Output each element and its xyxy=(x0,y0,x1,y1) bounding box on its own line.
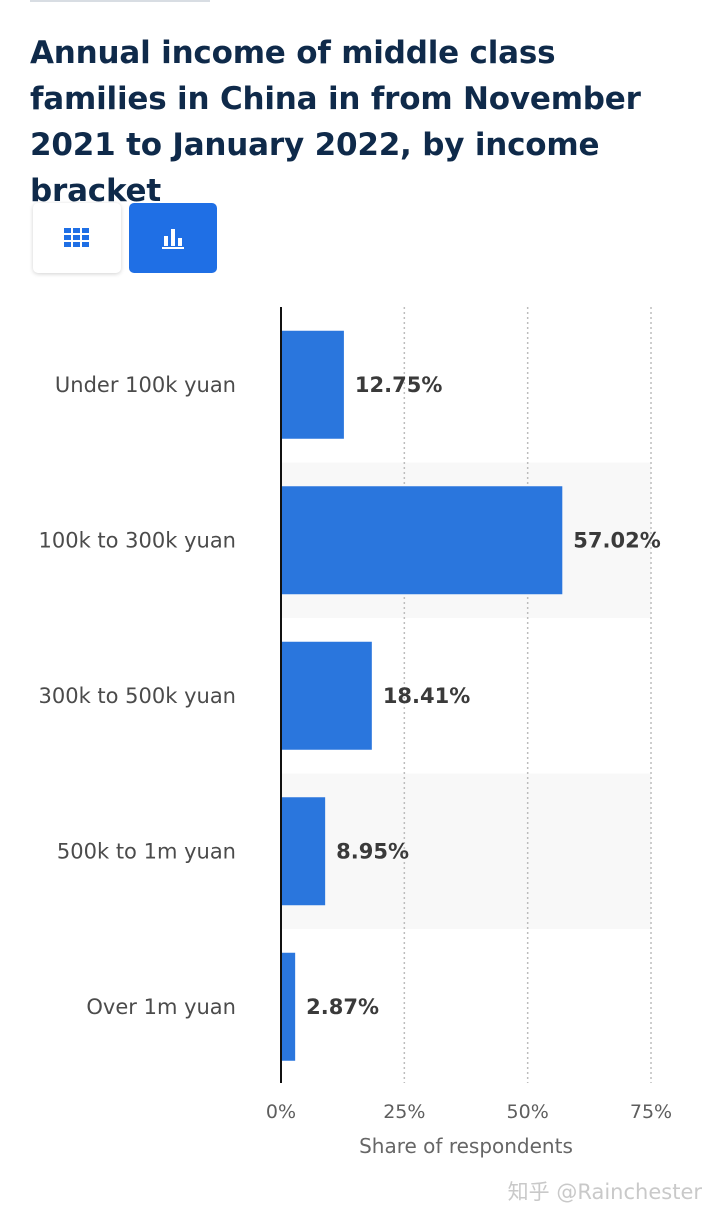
category-label: Under 100k yuan xyxy=(55,373,236,397)
category-label: 300k to 500k yuan xyxy=(38,684,236,708)
bar[interactable] xyxy=(281,952,296,1061)
table-grid-icon xyxy=(64,228,89,247)
x-tick-label: 50% xyxy=(507,1101,549,1123)
bar[interactable] xyxy=(281,486,563,595)
table-view-button[interactable] xyxy=(33,203,121,273)
x-axis-title: Share of respondents xyxy=(359,1134,573,1158)
category-label: 500k to 1m yuan xyxy=(57,839,236,863)
value-label: 8.95% xyxy=(336,839,409,863)
value-label: 57.02% xyxy=(573,528,660,552)
value-label: 18.41% xyxy=(383,684,470,708)
x-tick-label: 0% xyxy=(266,1101,296,1123)
top-divider xyxy=(30,0,210,2)
view-toggle xyxy=(33,203,217,273)
category-label: Over 1m yuan xyxy=(86,995,236,1019)
row-band xyxy=(281,773,651,929)
x-tick-label: 75% xyxy=(630,1101,672,1123)
x-tick-label: 25% xyxy=(383,1101,425,1123)
value-label: 2.87% xyxy=(306,995,379,1019)
value-label: 12.75% xyxy=(355,373,442,397)
bar[interactable] xyxy=(281,330,344,439)
chart-view-button[interactable] xyxy=(129,203,217,273)
bar[interactable] xyxy=(281,797,326,906)
bar[interactable] xyxy=(281,641,372,750)
watermark: 知乎 @Rainchester xyxy=(507,1180,702,1204)
bar-chart-icon xyxy=(162,229,184,249)
category-label: 100k to 300k yuan xyxy=(38,528,236,552)
